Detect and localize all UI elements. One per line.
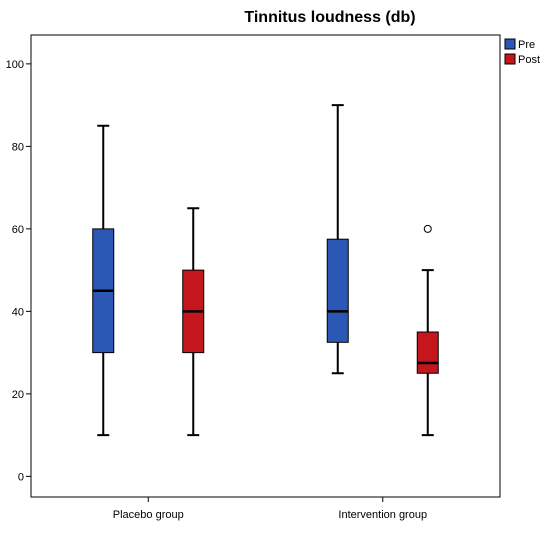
legend-swatch	[504, 53, 516, 65]
box-post	[416, 331, 439, 374]
legend-label: Pre	[518, 39, 535, 51]
chart-title: Tinnitus loudness (db)	[244, 9, 416, 26]
x-tick-label: Intervention group	[338, 509, 427, 521]
legend-swatch	[504, 38, 516, 50]
x-tick-label: Placebo group	[113, 509, 184, 521]
legend-label: Post	[518, 54, 540, 66]
y-tick-label: 0	[18, 471, 24, 483]
y-tick-label: 20	[12, 389, 24, 401]
plot-frame	[30, 34, 501, 498]
outlier-point	[423, 224, 432, 233]
box-pre	[326, 238, 349, 343]
y-tick-label: 80	[12, 141, 24, 153]
y-tick-label: 100	[6, 59, 24, 71]
y-tick-label: 40	[12, 306, 24, 318]
y-tick-label: 60	[12, 224, 24, 236]
